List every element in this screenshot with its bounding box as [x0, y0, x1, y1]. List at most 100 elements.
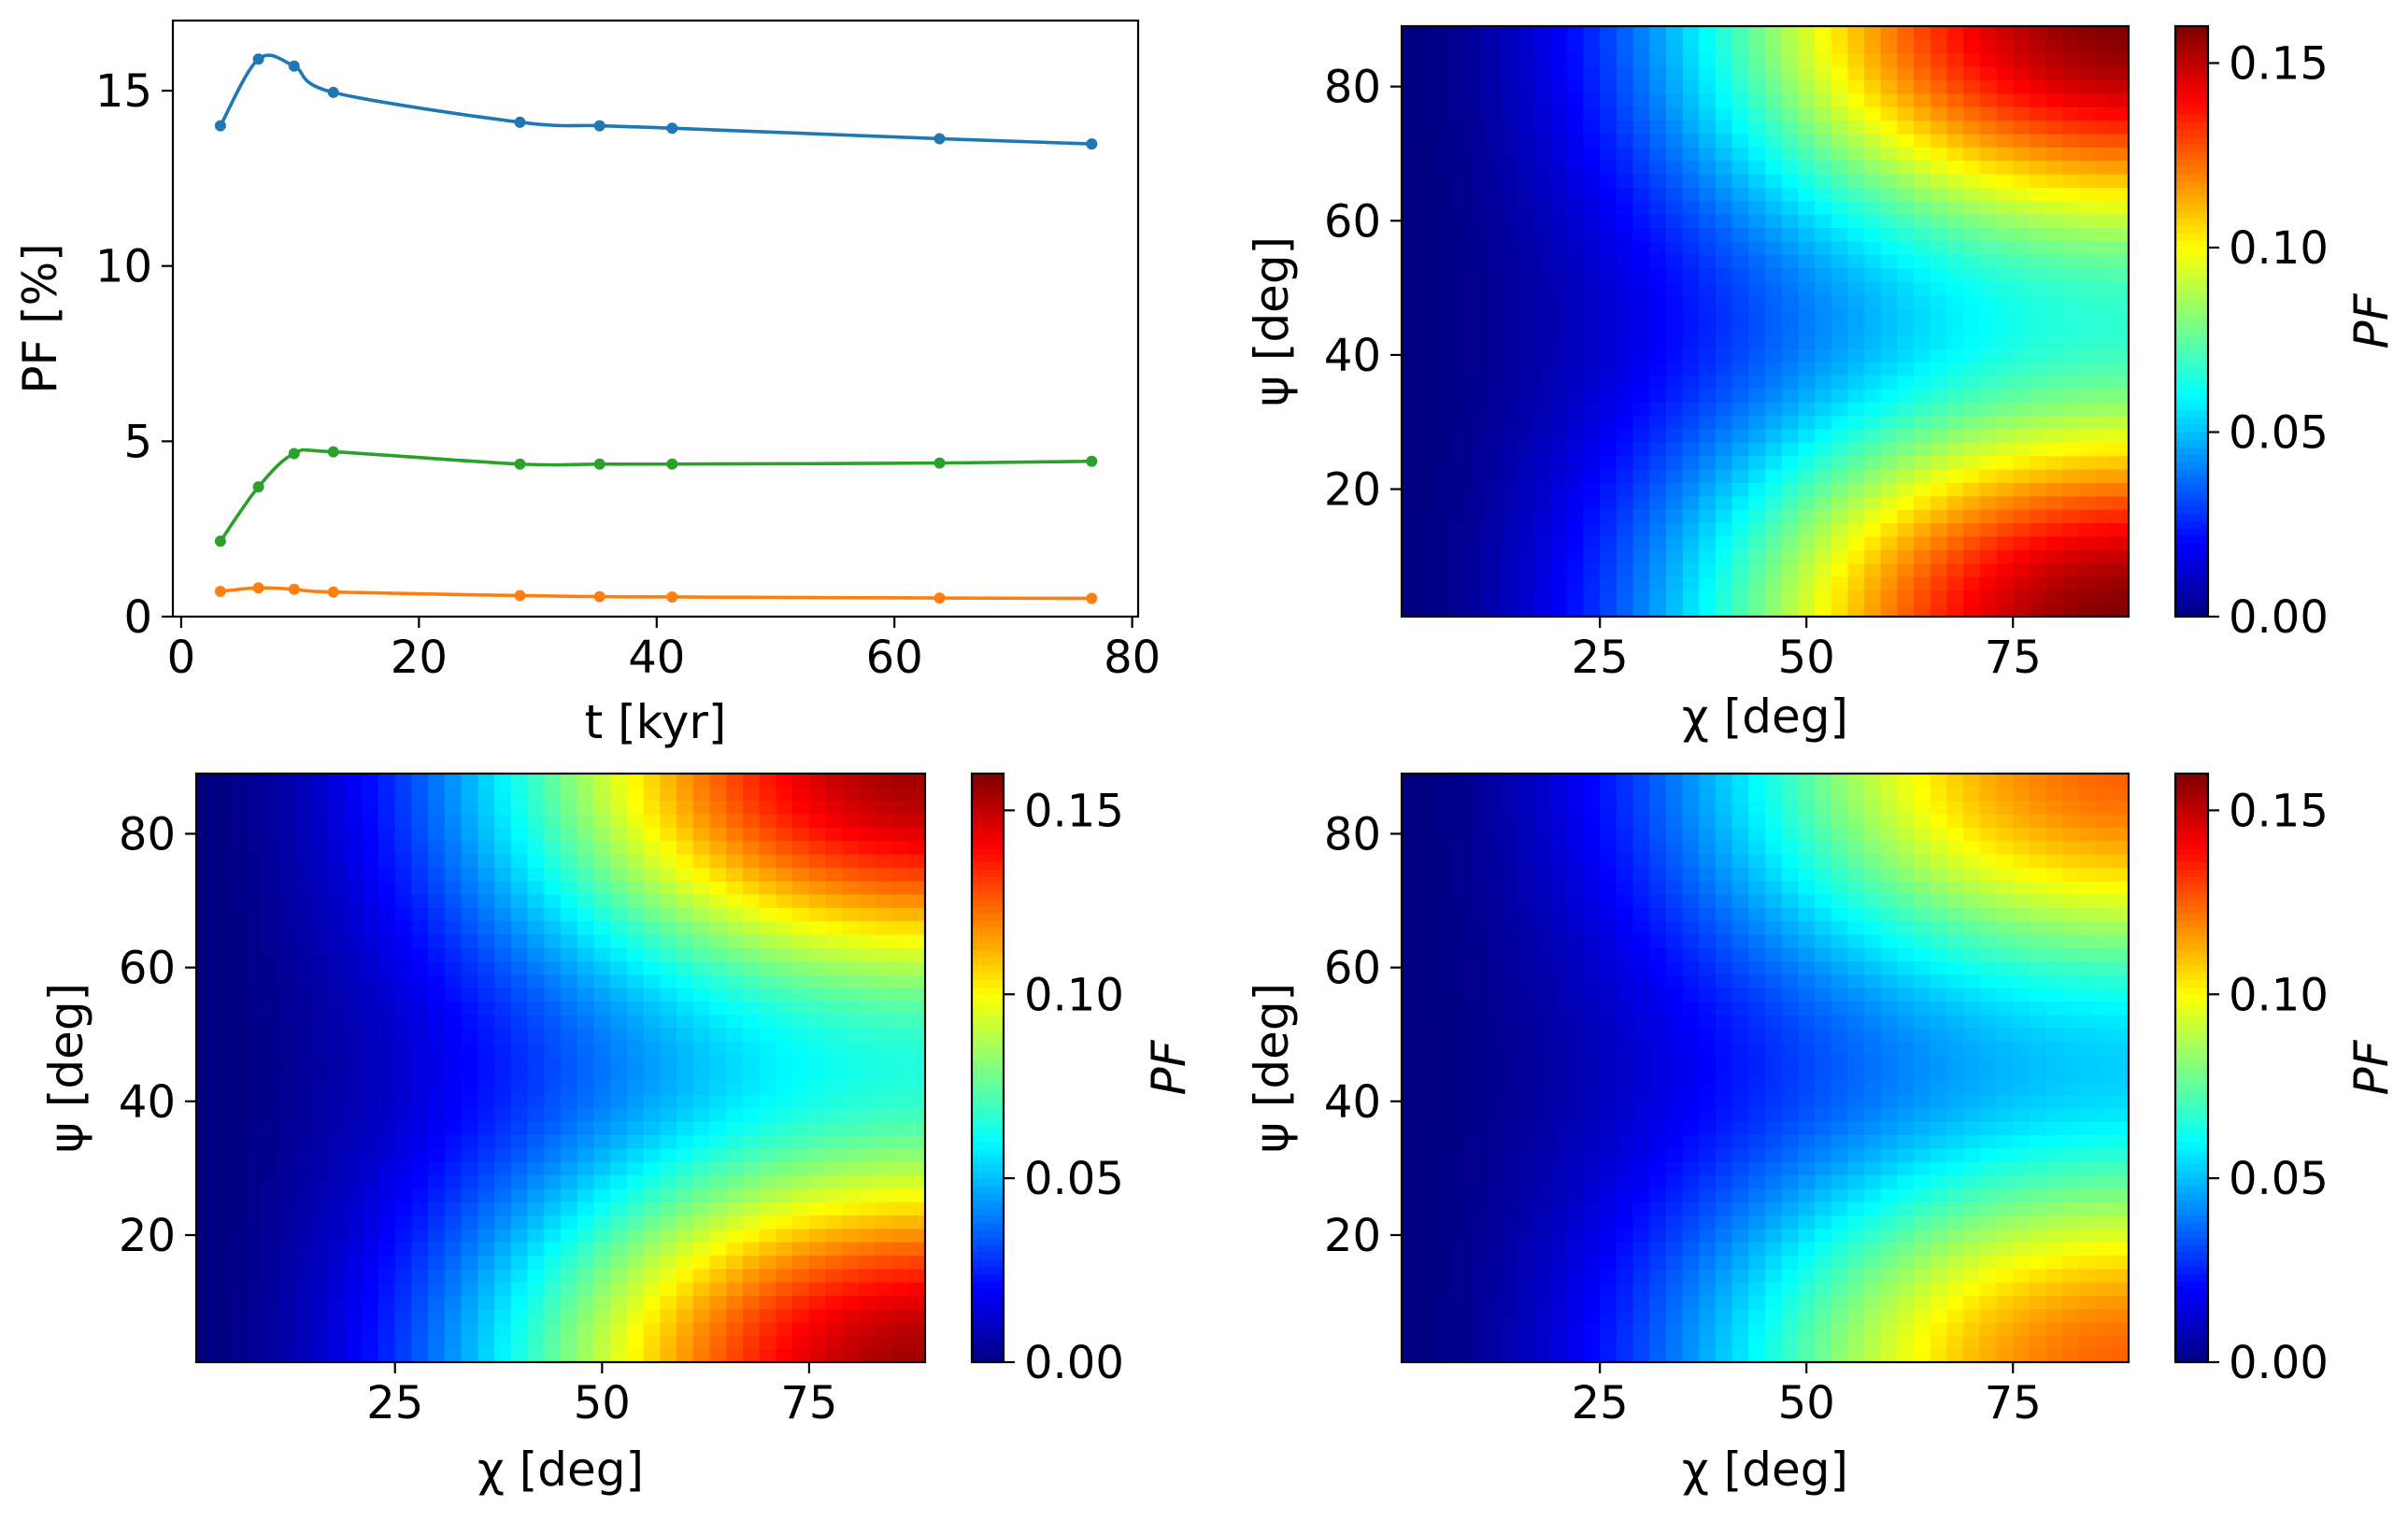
heatmap-cell [743, 867, 761, 882]
heatmap-cell [1402, 1174, 1419, 1189]
heatmap-cell [1517, 1001, 1535, 1016]
heatmap-cell [1864, 147, 1882, 162]
heatmap-cell [1501, 348, 1518, 362]
heatmap-cell [1484, 1107, 1502, 1122]
heatmap-cell [2062, 455, 2080, 470]
heatmap-cell [759, 988, 777, 1002]
heatmap-cell [1632, 603, 1650, 618]
heatmap-cell [196, 867, 214, 882]
heatmap-cell [1864, 160, 1882, 175]
heatmap-cell [1831, 442, 1849, 457]
heatmap-cell [1533, 1242, 1551, 1257]
heatmap-cell [593, 1348, 611, 1363]
heatmap-cell [510, 1147, 529, 1162]
heatmap-cell [411, 787, 429, 802]
heatmap-cell [842, 947, 860, 962]
heatmap-cell [1699, 509, 1717, 524]
heatmap-cell [1566, 787, 1585, 802]
heatmap-cell [875, 1054, 893, 1069]
heatmap-cell [709, 800, 727, 815]
heatmap-cell [510, 1054, 529, 1069]
heatmap-cell [345, 1014, 363, 1029]
heatmap-cell [428, 1282, 446, 1297]
heatmap-cell [1517, 813, 1535, 828]
heatmap-cell [1798, 522, 1816, 537]
heatmap-cell [1566, 187, 1585, 202]
heatmap-cell [1979, 603, 1998, 618]
colorbar-segment [2175, 380, 2208, 389]
heatmap-cell [1996, 402, 2014, 417]
heatmap-cell [1402, 120, 1419, 135]
heatmap-cell [1765, 562, 1783, 577]
heatmap-cell [626, 880, 645, 895]
heatmap-cell [660, 1121, 677, 1136]
heatmap-cell [1748, 267, 1766, 282]
heatmap-cell [1996, 509, 2014, 524]
heatmap-cell [1418, 334, 1435, 349]
heatmap-cell [527, 1054, 545, 1069]
heatmap-cell [1600, 1107, 1617, 1122]
heatmap-cell [709, 774, 727, 788]
heatmap-cell [262, 827, 280, 842]
heatmap-cell [1550, 960, 1568, 975]
heatmap-cell [1649, 200, 1667, 215]
heatmap-cell [1781, 200, 1799, 215]
heatmap-cell [229, 1054, 247, 1069]
heatmap-cell [246, 960, 264, 975]
heatmap-cell [776, 787, 793, 802]
heatmap-cell [2112, 240, 2130, 255]
heatmap-cell [1566, 933, 1585, 948]
colorbar-segment [972, 1030, 1004, 1040]
heatmap-cell [544, 1242, 562, 1257]
heatmap-cell [1632, 1147, 1650, 1162]
heatmap-cell [1748, 334, 1766, 349]
heatmap-cell [1600, 1201, 1617, 1216]
heatmap-cell [1748, 482, 1766, 497]
heatmap-cell [1402, 375, 1419, 390]
heatmap-cell [312, 1041, 330, 1056]
heatmap-cell [1649, 1348, 1667, 1363]
heatmap-cell [461, 1255, 478, 1270]
heatmap-cell [461, 827, 478, 842]
heatmap-cell [1517, 947, 1535, 962]
heatmap-cell [1402, 39, 1419, 54]
heatmap-cell [1600, 92, 1617, 107]
heatmap-cell [1402, 1348, 1419, 1363]
heatmap-cell [1914, 576, 1931, 590]
heatmap-cell [1815, 52, 1832, 67]
heatmap-cell [1550, 160, 1568, 175]
heatmap-cell [2045, 200, 2063, 215]
heatmap-cell [692, 1014, 711, 1029]
heatmap-cell [1632, 1174, 1650, 1189]
heatmap-cell [1418, 867, 1435, 882]
heatmap-cell [1979, 52, 1998, 67]
heatmap-cell [842, 920, 860, 935]
heatmap-cell [1665, 1161, 1684, 1176]
heatmap-cell [1402, 813, 1419, 828]
heatmap-cell [908, 840, 926, 855]
heatmap-cell [859, 947, 876, 962]
heatmap-cell [1418, 1161, 1435, 1176]
heatmap-cell [1682, 1107, 1700, 1122]
heatmap-cell [1402, 1322, 1419, 1336]
heatmap-cell [1484, 603, 1502, 618]
heatmap-cell [1616, 107, 1634, 121]
heatmap-cell [2112, 388, 2130, 403]
heatmap-cell [2013, 334, 2030, 349]
heatmap-cell [527, 1121, 545, 1136]
heatmap-cell [1451, 107, 1469, 121]
heatmap-cell [1434, 1228, 1452, 1243]
heatmap-cell [1501, 1094, 1518, 1109]
heatmap-cell [229, 1107, 247, 1122]
heatmap-cell [1699, 26, 1717, 40]
heatmap-cell [1815, 495, 1832, 510]
heatmap-cell [1550, 415, 1568, 430]
heatmap-cell [726, 1295, 744, 1310]
heatmap-cell [1616, 402, 1634, 417]
heatmap-cell [1930, 535, 1948, 550]
heatmap-cell [1699, 1094, 1717, 1109]
heatmap-cell [859, 1161, 876, 1176]
heatmap-cell [262, 1161, 280, 1176]
heatmap-cell [1616, 1107, 1634, 1122]
heatmap-cell [577, 974, 595, 988]
